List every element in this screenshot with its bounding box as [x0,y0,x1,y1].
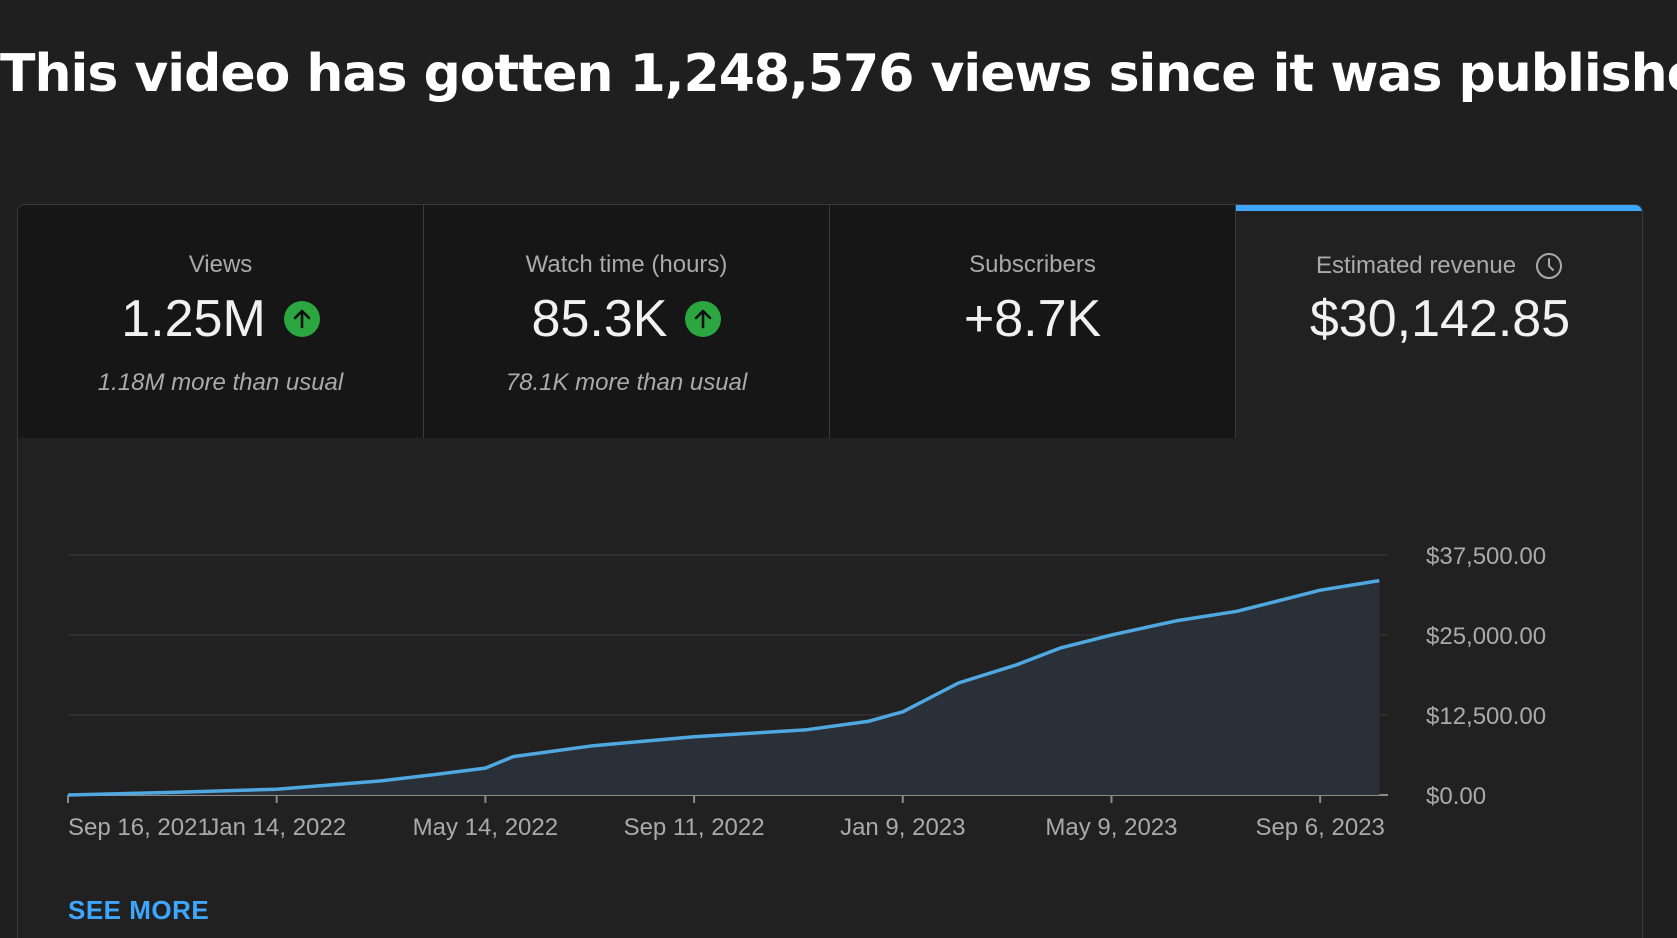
x-tick-label: Sep 11, 2022 [624,814,765,841]
tab-value: 85.3K [531,290,668,348]
tab-value: $30,142.85 [1309,290,1571,348]
tab-comparison: 1.18M more than usual [97,369,344,396]
tab-label: Views [188,251,253,278]
x-tick-label: Jan 14, 2022 [207,814,346,841]
tab-label: Estimated revenue [1236,251,1642,281]
series-area [68,580,1380,795]
tab-views[interactable]: Views 1.25M 1.18M more than usual [18,205,424,438]
tab-value: +8.7K [963,290,1102,348]
x-tick-label: Jan 9, 2023 [840,814,965,841]
x-tick-label: May 14, 2022 [413,814,558,841]
analytics-card: Views 1.25M 1.18M more than usual Watch … [17,204,1643,938]
page-headline: This video has gotten 1,248,576 views si… [0,44,1677,104]
y-tick-label: $25,000.00 [1426,623,1546,650]
revenue-chart: $37,500.00 $25,000.00 $12,500.00 $0.00 Sep 1… [67,543,1546,841]
tab-label: Watch time (hours) [525,251,728,278]
tab-comparison: 78.1K more than usual [505,369,748,396]
y-tick-label: $12,500.00 [1426,703,1546,730]
tab-subscribers[interactable]: Subscribers +8.7K [830,205,1236,438]
x-tick-label: Sep 16, 2021 [68,814,211,841]
see-more-link[interactable]: SEE MORE [68,895,210,925]
metric-tabs: Views 1.25M 1.18M more than usual Watch … [18,205,1642,438]
tab-label: Subscribers [969,251,1096,278]
arrow-up-icon [685,301,722,337]
x-tick-label: Sep 6, 2023 [1255,814,1384,841]
x-tick-label: May 9, 2023 [1045,814,1177,841]
y-tick-label: $37,500.00 [1426,543,1546,570]
tab-watch-time[interactable]: Watch time (hours) 85.3K 78.1K more than… [424,205,830,438]
y-tick-label: $0.00 [1426,783,1486,810]
series-line [67,578,1380,797]
tab-estimated-revenue[interactable]: Estimated revenue $30,142.85 [1236,205,1642,438]
clock-icon[interactable] [1534,251,1564,281]
tab-value: 1.25M [121,290,266,348]
arrow-up-icon [283,301,320,337]
